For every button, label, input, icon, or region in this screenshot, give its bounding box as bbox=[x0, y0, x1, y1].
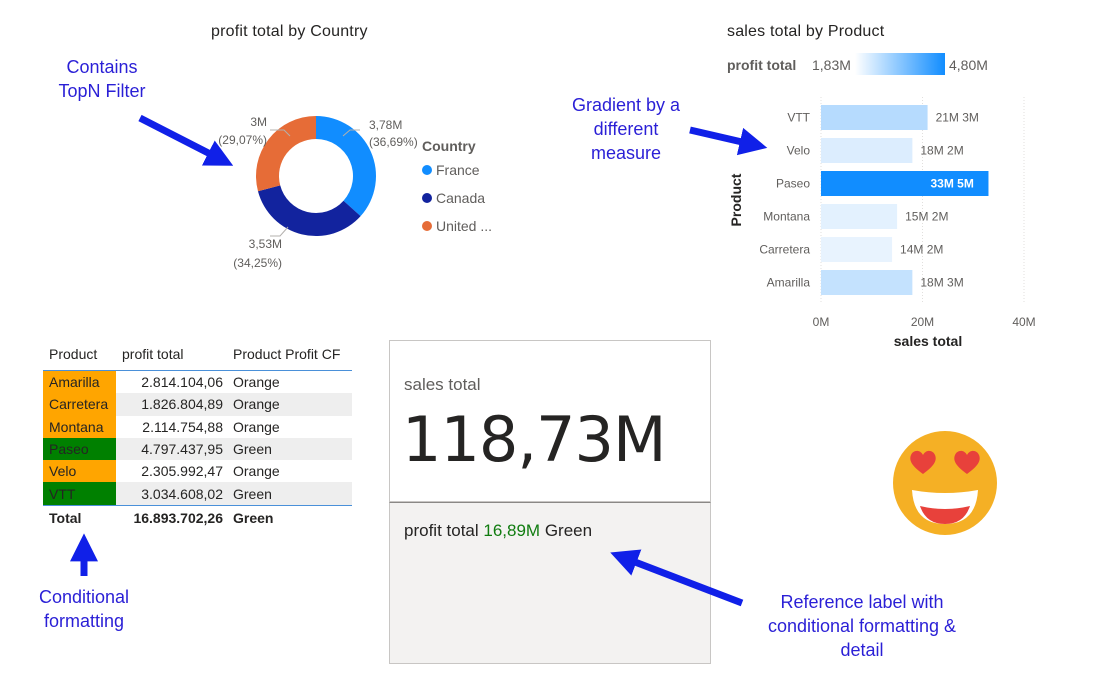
gradient-legend-max: 4,80M bbox=[949, 57, 988, 73]
legend-item-france[interactable]: France bbox=[436, 162, 480, 178]
x-tick-label: 0M bbox=[813, 315, 830, 329]
total-label: Total bbox=[49, 509, 82, 526]
donut-chart: 3,78M (36,69%) 3,53M (34,25%) 3M (29,07%… bbox=[218, 115, 492, 270]
table-total-row: Total 16.893.702,26 Green bbox=[43, 504, 352, 530]
gradient-legend-bar bbox=[855, 53, 945, 75]
table-row[interactable]: VTT 3.034.608,02 Green bbox=[43, 482, 352, 505]
y-tick-label: Velo bbox=[787, 144, 811, 158]
slice-label-pct: (34,25%) bbox=[233, 256, 282, 270]
slice-label-value: 3M bbox=[250, 115, 267, 129]
y-tick-label: Carretera bbox=[759, 243, 810, 257]
annotation-topn: Contains TopN Filter bbox=[58, 57, 146, 101]
data-label: 14M 2M bbox=[900, 243, 943, 257]
bar-paseo[interactable] bbox=[821, 171, 989, 196]
data-label: 21M 3M bbox=[936, 111, 979, 125]
product-table: Product profit total Product Profit CF A… bbox=[43, 338, 352, 530]
gradient-legend-min: 1,83M bbox=[812, 57, 851, 73]
cell-product: Montana bbox=[43, 415, 116, 438]
donut-chart-title: profit total by Country bbox=[211, 23, 368, 40]
cell-product: Amarilla bbox=[43, 371, 116, 394]
legend-marker-united bbox=[422, 221, 432, 231]
heart-eyes-face-icon bbox=[893, 431, 997, 535]
arrow-topn-icon bbox=[138, 114, 234, 166]
y-tick-label: Montana bbox=[763, 210, 810, 224]
x-axis-label: sales total bbox=[894, 333, 962, 349]
ref-detail: Green bbox=[544, 521, 593, 540]
table-row[interactable]: Amarilla 2.814.104,06 Orange bbox=[43, 371, 352, 394]
table-row[interactable]: Paseo 4.797.437,95 Green bbox=[43, 437, 352, 461]
table-header: Product profit total Product Profit CF bbox=[43, 338, 352, 371]
arrow-gradient-icon bbox=[689, 126, 768, 156]
bar-carretera[interactable] bbox=[821, 237, 893, 262]
table-row[interactable]: Velo 2.305.992,47 Orange bbox=[43, 460, 352, 483]
legend-item-canada[interactable]: Canada bbox=[436, 190, 485, 206]
cell-cf: Green bbox=[233, 441, 272, 458]
data-label: 33M 5M bbox=[930, 177, 973, 191]
cell-product: Paseo bbox=[43, 437, 116, 461]
cell-profit: 2.114.754,88 bbox=[142, 418, 223, 435]
cell-cf: Orange bbox=[233, 396, 280, 413]
donut-slice-canada[interactable] bbox=[257, 185, 361, 237]
slice-label-pct: (36,69%) bbox=[369, 135, 418, 149]
annotation-conditional: Conditional formatting bbox=[38, 587, 130, 631]
ref-label: profit total bbox=[404, 521, 479, 540]
cell-profit: 1.826.804,89 bbox=[141, 396, 223, 413]
cell-profit: 3.034.608,02 bbox=[141, 485, 223, 502]
bar-chart-title: sales total by Product bbox=[727, 23, 885, 40]
annotation-gradient: Gradient by a different measure bbox=[571, 95, 681, 163]
total-cf: Green bbox=[233, 509, 274, 526]
column-header-profit[interactable]: profit total bbox=[122, 346, 184, 362]
y-tick-label: VTT bbox=[787, 111, 810, 125]
x-tick-label: 40M bbox=[1012, 315, 1035, 329]
y-axis-label: Product bbox=[728, 173, 744, 226]
table-row[interactable]: Montana 2.114.754,88 Orange bbox=[43, 415, 352, 438]
cell-cf: Orange bbox=[233, 374, 280, 391]
legend-marker-france bbox=[422, 165, 432, 175]
leader-line-united bbox=[270, 129, 291, 137]
cell-profit: 4.797.437,95 bbox=[141, 441, 223, 458]
cell-cf: Orange bbox=[233, 463, 280, 480]
x-tick-label: 20M bbox=[911, 315, 934, 329]
cell-profit: 2.305.992,47 bbox=[141, 463, 223, 480]
data-label: 18M 2M bbox=[920, 144, 963, 158]
cell-product: VTT bbox=[43, 482, 116, 505]
cell-cf: Orange bbox=[233, 418, 280, 435]
reference-label: profit total 16,89M Green bbox=[404, 521, 592, 541]
legend-title: Country bbox=[422, 138, 476, 154]
legend-item-united[interactable]: United ... bbox=[436, 218, 492, 234]
bar-montana[interactable] bbox=[821, 204, 898, 229]
sales-card[interactable]: sales total 118,73M bbox=[389, 340, 711, 502]
column-header-cf[interactable]: Product Profit CF bbox=[233, 346, 341, 362]
data-label: 18M 3M bbox=[920, 276, 963, 290]
annotation-reference: Reference label with conditional formatt… bbox=[767, 592, 957, 660]
reference-label-panel: profit total 16,89M Green bbox=[389, 502, 711, 664]
donut-slice-france[interactable] bbox=[316, 116, 376, 217]
bar-amarilla[interactable] bbox=[821, 270, 913, 295]
y-tick-label: Amarilla bbox=[767, 276, 811, 290]
slice-label-value: 3,53M bbox=[249, 237, 282, 251]
bar-chart: profit total 1,83M 4,80M 0M 20M 40M VTT 21M… bbox=[727, 53, 1036, 349]
total-profit: 16.893.702,26 bbox=[133, 509, 223, 526]
cell-product: Velo bbox=[43, 460, 116, 483]
table-row[interactable]: Carretera 1.826.804,89 Orange bbox=[43, 393, 352, 416]
donut-slice-united[interactable] bbox=[256, 116, 316, 192]
legend-marker-canada bbox=[422, 193, 432, 203]
gradient-legend-label: profit total bbox=[727, 57, 796, 73]
bar-vtt[interactable] bbox=[821, 105, 928, 130]
bar-velo[interactable] bbox=[821, 138, 913, 163]
y-tick-label: Paseo bbox=[776, 177, 810, 191]
cell-cf: Green bbox=[233, 485, 272, 502]
leader-line-france bbox=[342, 129, 360, 137]
slice-label-value: 3,78M bbox=[369, 118, 402, 132]
leader-line-canada bbox=[270, 226, 289, 237]
arrow-reference-icon bbox=[610, 549, 744, 607]
ref-value: 16,89M bbox=[483, 521, 541, 540]
data-label: 15M 2M bbox=[905, 210, 948, 224]
column-header-product[interactable]: Product bbox=[49, 346, 98, 362]
card-value: 118,73M bbox=[402, 403, 666, 476]
cell-profit: 2.814.104,06 bbox=[141, 374, 223, 391]
cell-product: Carretera bbox=[43, 393, 116, 416]
card-label: sales total bbox=[404, 375, 481, 394]
